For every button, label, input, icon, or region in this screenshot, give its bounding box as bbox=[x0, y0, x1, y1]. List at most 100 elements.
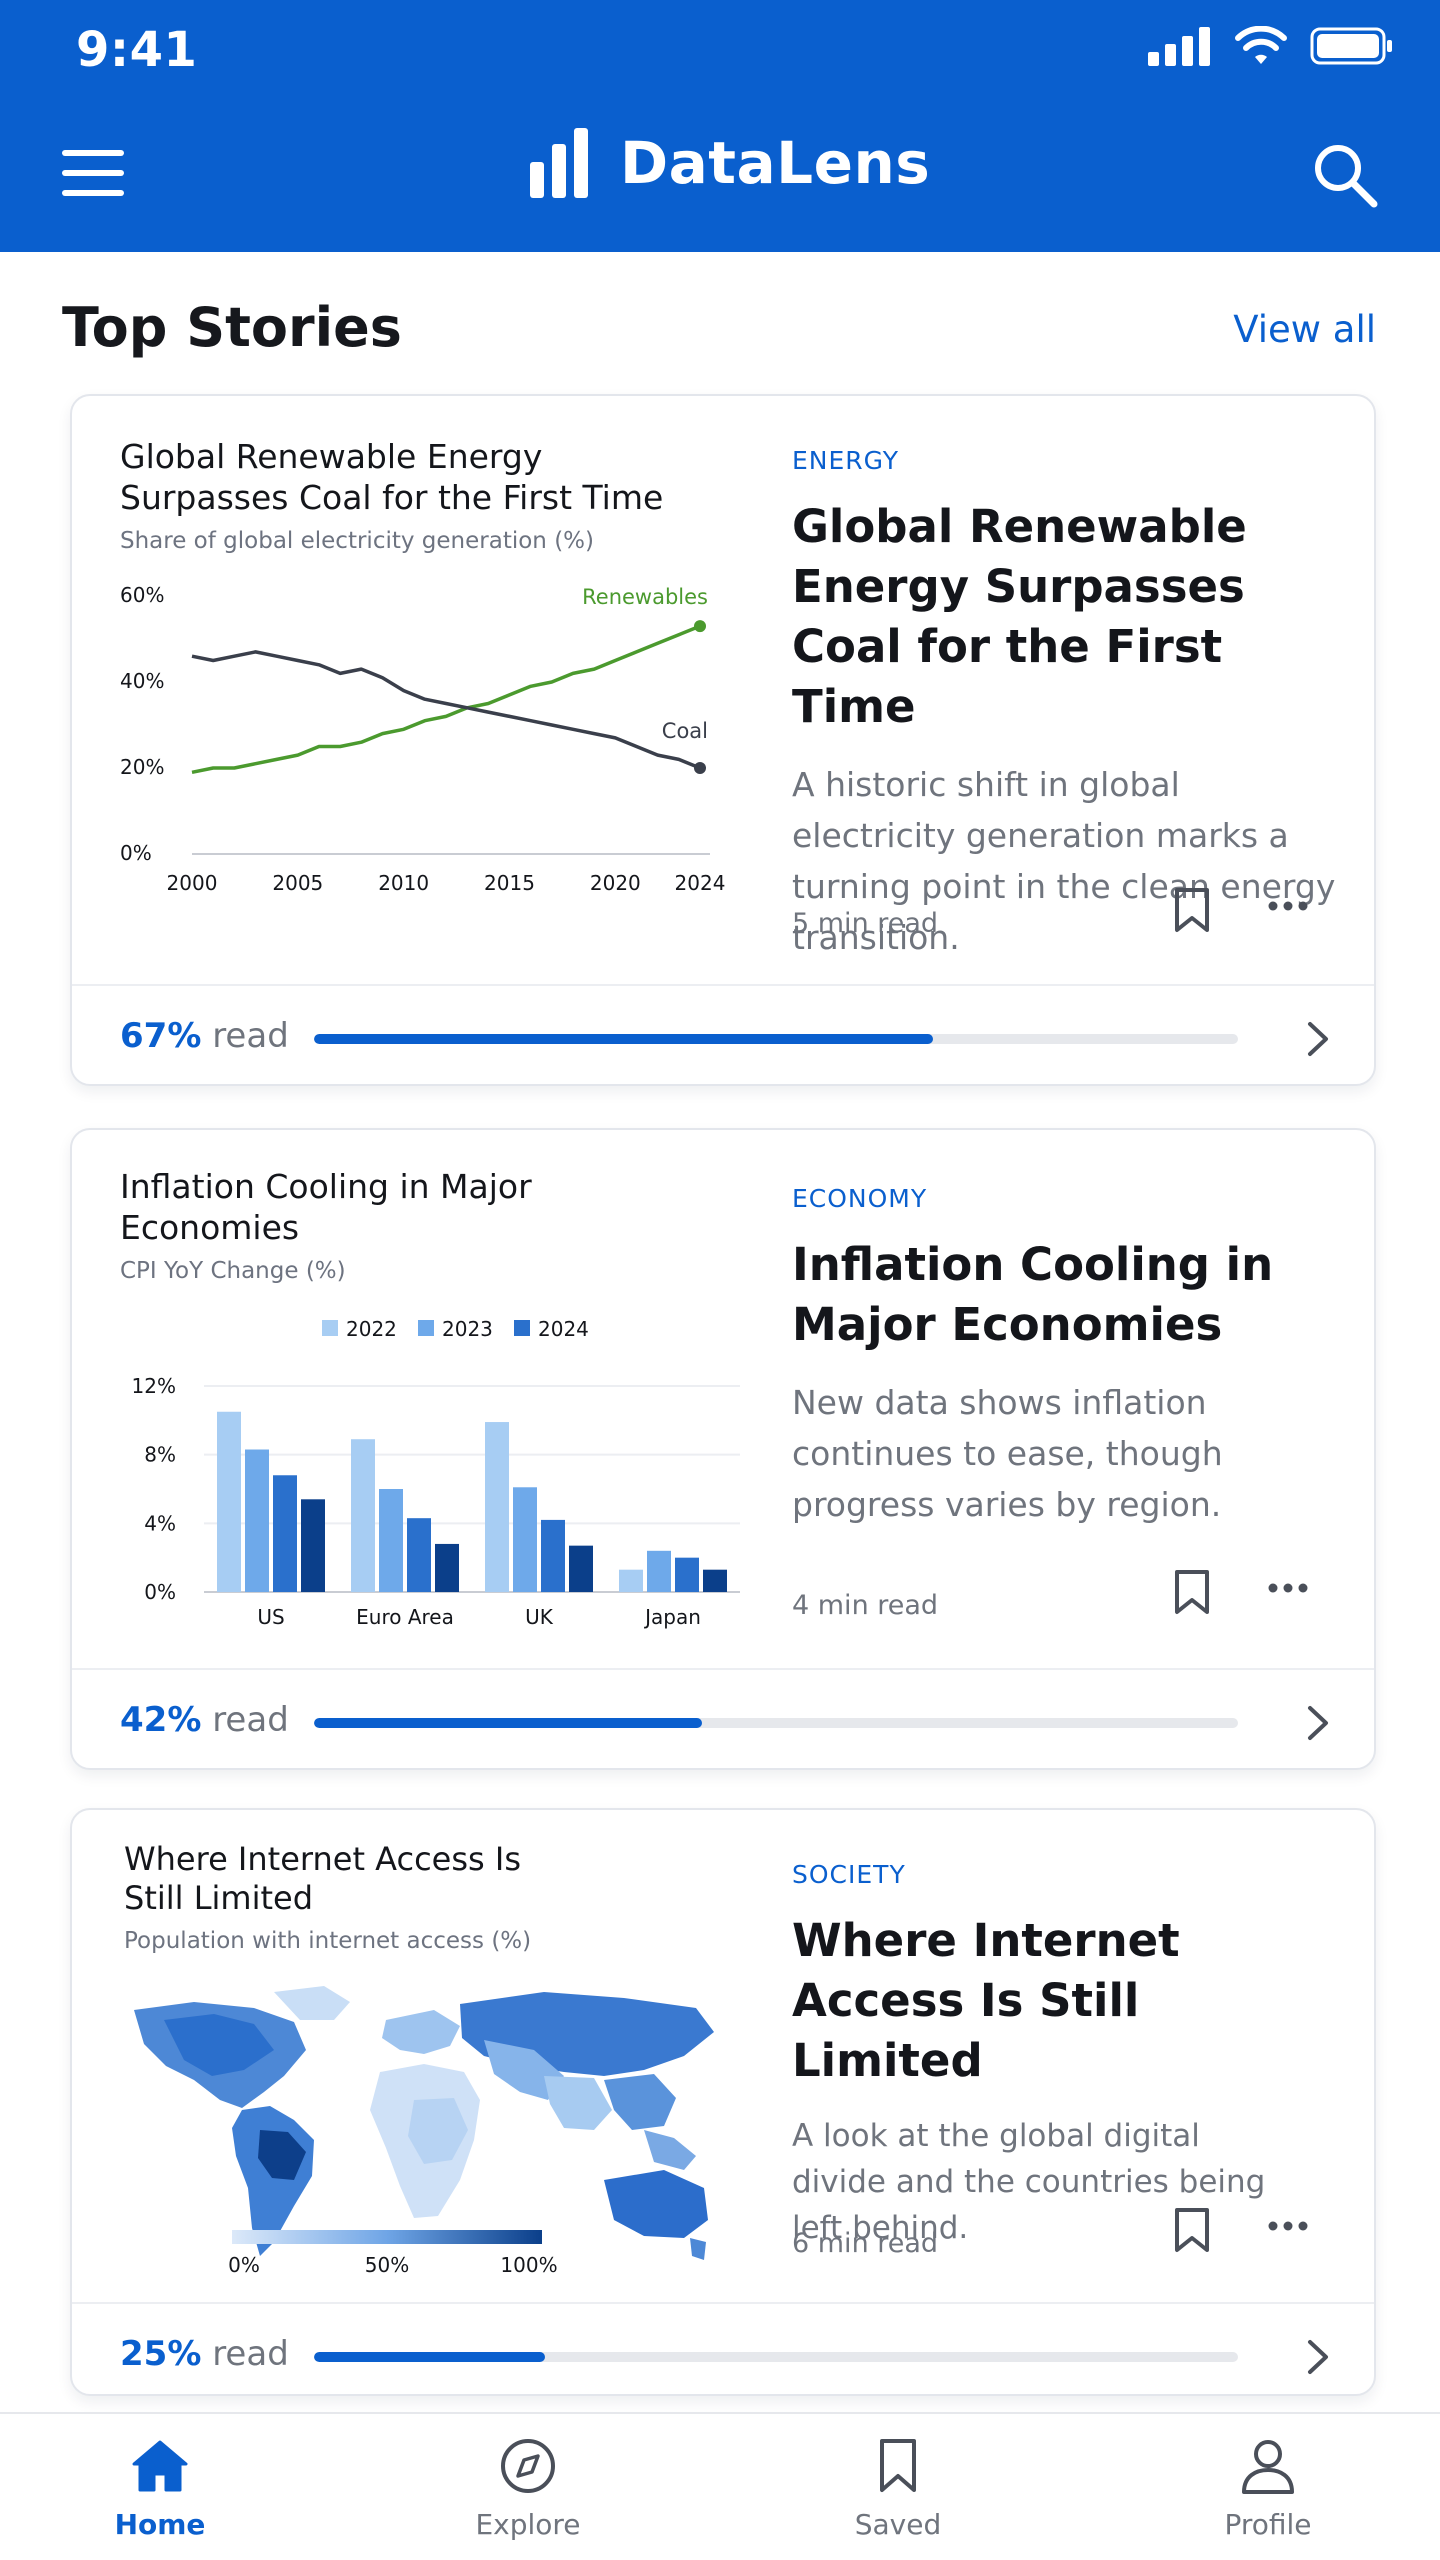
x-tick-label: 2024 bbox=[675, 871, 726, 895]
story-meta: 4 min read bbox=[792, 1570, 1352, 1621]
category-label: Euro Area bbox=[356, 1605, 454, 1629]
home-icon bbox=[132, 2440, 188, 2492]
story-category: ECONOMY bbox=[792, 1184, 928, 1213]
x-tick-label: 2010 bbox=[378, 871, 429, 895]
series-end-point bbox=[694, 762, 706, 774]
story-headline[interactable]: Global Renewable Energy Surpasses Coal f… bbox=[792, 500, 1247, 733]
story-category: ENERGY bbox=[792, 446, 900, 475]
more-options-icon[interactable] bbox=[1268, 1582, 1308, 1594]
y-tick-label: 12% bbox=[132, 1374, 176, 1398]
bookmark-icon bbox=[880, 2439, 916, 2492]
more-options-icon[interactable] bbox=[1268, 2220, 1308, 2232]
story-chart: Global Renewable Energy Surpasses Coal f… bbox=[120, 436, 820, 895]
chart-title: Inflation Cooling in Major Economies bbox=[120, 1167, 532, 1247]
story-headline[interactable]: Inflation Cooling in Major Economies bbox=[792, 1238, 1274, 1351]
bookmark-icon[interactable] bbox=[1172, 2206, 1212, 2254]
line-chart: 0% 20% 40% 60% 2000 2005 2010 2015 2020 2024 Renew… bbox=[120, 583, 726, 895]
x-tick-label: 2015 bbox=[484, 871, 535, 895]
more-options-icon[interactable] bbox=[1268, 900, 1308, 912]
series-end-point bbox=[694, 620, 706, 633]
signal-icon bbox=[1148, 27, 1210, 66]
brand: DataLens bbox=[530, 128, 930, 198]
read-progress-row[interactable]: 67% read bbox=[72, 984, 1374, 1088]
bar bbox=[273, 1475, 297, 1592]
progress-fill bbox=[314, 1034, 934, 1044]
bar bbox=[647, 1550, 671, 1592]
status-time: 9:41 bbox=[76, 22, 198, 78]
progress-fill bbox=[314, 1718, 703, 1728]
menu-button[interactable] bbox=[62, 150, 124, 196]
legend-label: 2022 bbox=[346, 1317, 397, 1341]
legend-swatch bbox=[418, 1320, 434, 1336]
bar bbox=[379, 1489, 403, 1592]
bar bbox=[435, 1543, 459, 1592]
user-icon bbox=[1242, 2440, 1294, 2494]
read-time: 5 min read bbox=[792, 908, 939, 939]
battery-icon bbox=[1310, 27, 1392, 65]
bar bbox=[541, 1519, 565, 1592]
bar bbox=[407, 1518, 431, 1592]
nav-explore[interactable]: Explore bbox=[428, 2438, 628, 2541]
status-icons bbox=[1148, 26, 1394, 66]
map-legend-tick: 100% bbox=[500, 2253, 557, 2277]
legend-swatch bbox=[322, 1320, 338, 1336]
y-tick-label: 20% bbox=[120, 755, 164, 779]
legend-label: 2023 bbox=[442, 1317, 493, 1341]
category-label: UK bbox=[525, 1605, 554, 1629]
map-legend-tick: 50% bbox=[365, 2253, 409, 2277]
bottom-nav: Home Explore Saved Profile bbox=[0, 2412, 1440, 2560]
x-tick-label: 2020 bbox=[590, 871, 641, 895]
chart-subtitle: Share of global electricity generation (… bbox=[120, 528, 594, 554]
story-summary: A look at the global digital divide and … bbox=[792, 2118, 1266, 2246]
nav-profile[interactable]: Profile bbox=[1168, 2438, 1368, 2541]
series-label: Coal bbox=[662, 719, 708, 743]
search-icon[interactable] bbox=[1310, 140, 1380, 210]
bookmark-icon[interactable] bbox=[1172, 1568, 1212, 1616]
y-tick-label: 40% bbox=[120, 669, 164, 693]
compass-icon bbox=[501, 2439, 555, 2493]
bar-chart: 0% 4% 8% 12% 2022 2023 2024 US Euro Area UK Japan bbox=[132, 1317, 740, 1629]
story-card[interactable]: Where Internet Access Is Still Limited P… bbox=[70, 1808, 1376, 2396]
y-tick-label: 0% bbox=[120, 841, 152, 865]
story-text: ENERGY Global Renewable Energy Surpasses… bbox=[792, 446, 1352, 963]
bar bbox=[703, 1569, 727, 1592]
chevron-right-icon[interactable] bbox=[1306, 2338, 1330, 2376]
story-chart: Where Internet Access Is Still Limited P… bbox=[124, 1840, 824, 2277]
story-meta: 6 min read bbox=[792, 2208, 1352, 2259]
bar bbox=[301, 1499, 325, 1592]
story-summary: A historic shift in global electricity g… bbox=[792, 765, 1336, 957]
chevron-right-icon[interactable] bbox=[1306, 1020, 1330, 1058]
progress-fill bbox=[314, 2352, 545, 2362]
map-legend-gradient bbox=[232, 2230, 542, 2244]
read-progress-row[interactable]: 42% read bbox=[72, 1668, 1374, 1772]
app-title: DataLens bbox=[620, 129, 931, 197]
nav-label: Home bbox=[114, 2508, 206, 2541]
story-chart: Inflation Cooling in Major Economies CPI… bbox=[120, 1166, 820, 1629]
nav-home[interactable]: Home bbox=[60, 2438, 260, 2541]
view-all-link[interactable]: View all bbox=[1233, 308, 1376, 351]
bar bbox=[217, 1411, 241, 1592]
bar bbox=[569, 1545, 593, 1592]
progress-bar bbox=[314, 1718, 1238, 1728]
story-card[interactable]: Global Renewable Energy Surpasses Coal f… bbox=[70, 394, 1376, 1086]
read-percent: 25% bbox=[120, 2334, 202, 2374]
read-percent: 67% bbox=[120, 1016, 202, 1056]
read-progress-row[interactable]: 25% read bbox=[72, 2302, 1374, 2396]
story-summary: New data shows inflation continues to ea… bbox=[792, 1383, 1223, 1524]
progress-bar bbox=[314, 1034, 1238, 1044]
chevron-right-icon[interactable] bbox=[1306, 1704, 1330, 1742]
chart-subtitle: CPI YoY Change (%) bbox=[120, 1258, 346, 1284]
nav-saved[interactable]: Saved bbox=[798, 2438, 998, 2541]
bookmark-icon[interactable] bbox=[1172, 886, 1212, 934]
progress-bar bbox=[314, 2352, 1238, 2362]
y-tick-label: 8% bbox=[144, 1443, 176, 1467]
story-text: SOCIETY Where Internet Access Is Still L… bbox=[792, 1860, 1352, 2251]
story-card[interactable]: Inflation Cooling in Major Economies CPI… bbox=[70, 1128, 1376, 1770]
story-text: ECONOMY Inflation Cooling in Major Econo… bbox=[792, 1184, 1352, 1530]
nav-label: Saved bbox=[854, 2508, 942, 2541]
series-line-renewables bbox=[191, 624, 701, 775]
story-headline[interactable]: Where Internet Access Is Still Limited bbox=[792, 1914, 1180, 2087]
read-word: read bbox=[212, 1016, 289, 1056]
legend-swatch bbox=[514, 1320, 530, 1336]
wifi-icon bbox=[1235, 26, 1287, 64]
